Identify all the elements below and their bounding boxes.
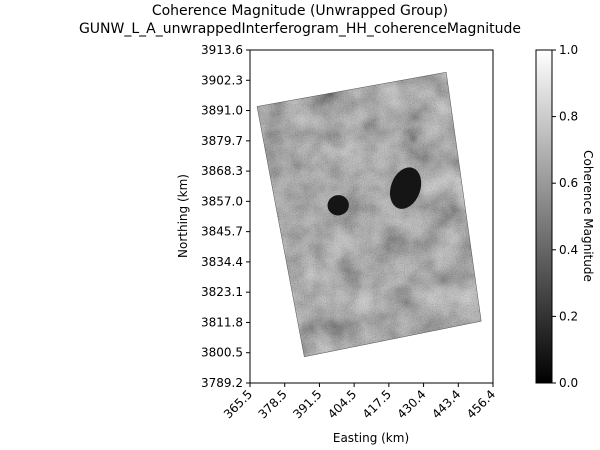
y-axis: 3913.6 3902.3 3891.0 3879.7 3868.3 3857.0 3845…	[201, 43, 250, 390]
colorbar	[535, 49, 553, 384]
y-tick-label: 3902.3	[201, 73, 243, 87]
y-tick-label: 3823.1	[201, 285, 243, 299]
y-tick-label: 3834.4	[201, 255, 243, 269]
y-tick-label: 3789.2	[201, 376, 243, 390]
x-tick-label: 365.5	[221, 387, 255, 421]
y-tick-label: 3845.7	[201, 225, 243, 239]
colorbar-tick-label: 1.0	[559, 43, 578, 57]
y-tick-label: 3868.3	[201, 164, 243, 178]
colorbar-tick-label: 0.2	[559, 309, 578, 323]
colorbar-label: Coherence Magnitude	[581, 150, 595, 282]
y-tick-label: 3811.8	[201, 315, 243, 329]
low-coherence-feature	[389, 167, 422, 209]
y-tick-label: 3891.0	[201, 104, 243, 118]
x-tick-label: 404.5	[325, 387, 359, 421]
low-coherence-feature	[327, 195, 349, 216]
footprint-outline	[256, 71, 482, 358]
x-tick-label: 417.5	[360, 387, 394, 421]
y-axis-label: Northing (km)	[176, 174, 190, 258]
colorbar-tick-label: 0.0	[559, 376, 578, 390]
colorbar-tick-label: 0.6	[559, 176, 578, 190]
x-tick-label: 378.5	[256, 387, 290, 421]
y-tick-label: 3879.7	[201, 134, 243, 148]
x-axis: 365.5 378.5 391.5 404.5 417.5 430.4 443.4 456.4	[221, 383, 498, 421]
x-tick-label: 443.4	[429, 387, 463, 421]
colorbar-tick-label: 0.8	[559, 110, 578, 124]
x-tick-label: 391.5	[290, 387, 324, 421]
y-tick-label: 3800.5	[201, 346, 243, 360]
colorbar-axis: 0.0 0.2 0.4 0.6 0.8 1.0	[552, 43, 578, 390]
x-tick-label: 456.4	[464, 387, 498, 421]
y-tick-label: 3913.6	[201, 43, 243, 57]
y-tick-label: 3857.0	[201, 194, 243, 208]
chart-subtitle: GUNW_L_A_unwrappedInterferogram_HH_coher…	[79, 21, 521, 37]
colorbar-tick-label: 0.4	[559, 243, 578, 257]
chart-title: Coherence Magnitude (Unwrapped Group)	[152, 3, 448, 19]
x-tick-label: 430.4	[394, 387, 428, 421]
x-axis-label: Easting (km)	[333, 431, 409, 445]
